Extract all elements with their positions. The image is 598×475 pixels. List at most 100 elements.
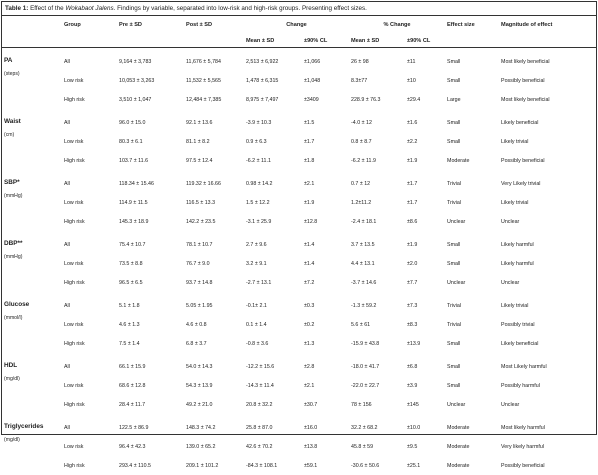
change-cl-cell: ±1.4 (302, 254, 349, 273)
variable-name-cell: Waist(cm) (2, 113, 62, 151)
group-cell: Low risk (62, 437, 117, 456)
change-cl-cell: ±16.0 (302, 418, 349, 437)
group-cell: All (62, 52, 117, 71)
post-cell: 81.1 ± 8.2 (184, 132, 244, 151)
group-cell: Low risk (62, 71, 117, 90)
variable-name-cell: PA(steps) (2, 52, 62, 90)
header-change: Change (244, 16, 349, 34)
post-cell: 119.32 ± 16.66 (184, 174, 244, 193)
magnitude-cell: Likely harmful (499, 235, 596, 254)
change-mean-cell: -2.7 ± 13.1 (244, 273, 302, 292)
change-cl-cell: ±1.9 (302, 193, 349, 212)
change-mean-cell: 1,478 ± 6,315 (244, 71, 302, 90)
change-cl-cell: ±1.3 (302, 334, 349, 353)
variable-name-cell: DBP** (mmHg) (2, 235, 62, 273)
pre-cell: 96.0 ± 15.0 (117, 113, 184, 132)
group-cell: High risk (62, 212, 117, 231)
header-pct-cl: ±90% CL (405, 34, 445, 48)
variable-unit: (mmol/l) (4, 315, 60, 321)
group-cell: High risk (62, 90, 117, 109)
variable-name: Triglycerides (4, 423, 43, 430)
group-cell: Low risk (62, 376, 117, 395)
variable-unit: (mmHg) (4, 254, 60, 260)
change-mean-cell: 0.98 ± 14.2 (244, 174, 302, 193)
change-cl-cell: ±1.5 (302, 113, 349, 132)
change-cl-cell: ±2.1 (302, 174, 349, 193)
pct-change-cl-cell: ±9.5 (405, 437, 445, 456)
post-cell: 116.5 ± 13.3 (184, 193, 244, 212)
pre-cell: 28.4 ± 11.7 (117, 395, 184, 414)
pre-cell: 75.4 ± 10.7 (117, 235, 184, 254)
header-post: Post ± SD (184, 16, 244, 34)
pct-change-mean-cell: -30.6 ± 50.6 (349, 456, 405, 475)
effect-size-cell: Small (445, 71, 499, 90)
magnitude-cell: Possibly trivial (499, 315, 596, 334)
pre-cell: 103.7 ± 11.6 (117, 151, 184, 170)
pct-change-mean-cell: 5.6 ± 61 (349, 315, 405, 334)
group-cell: Low risk (62, 254, 117, 273)
post-cell: 92.1 ± 13.6 (184, 113, 244, 132)
change-mean-cell: -84.3 ± 108.1 (244, 456, 302, 475)
effect-size-cell: Small (445, 132, 499, 151)
variable-empty-cell (2, 212, 62, 231)
pct-change-cl-cell: ±145 (405, 395, 445, 414)
pct-change-cl-cell: ±3.9 (405, 376, 445, 395)
pct-change-mean-cell: 45.8 ± 59 (349, 437, 405, 456)
magnitude-cell: Likely trivial (499, 296, 596, 315)
pct-change-mean-cell: 4.4 ± 13.1 (349, 254, 405, 273)
change-cl-cell: ±1,048 (302, 71, 349, 90)
pct-change-cl-cell: ±1.6 (405, 113, 445, 132)
change-cl-cell: ±3409 (302, 90, 349, 109)
pct-change-cl-cell: ±10 (405, 71, 445, 90)
pre-cell: 73.5 ± 8.8 (117, 254, 184, 273)
pre-cell: 118.34 ± 15.46 (117, 174, 184, 193)
effects-table: Group Pre ± SD Post ± SD Change % Change… (2, 16, 596, 475)
variable-unit: (mmHg) (4, 193, 60, 199)
effect-size-cell: Moderate (445, 437, 499, 456)
pct-change-mean-cell: 78 ± 156 (349, 395, 405, 414)
header-magnitude: Magnitude of effect (499, 16, 596, 34)
pct-change-cl-cell: ±11 (405, 52, 445, 71)
change-mean-cell: 42.6 ± 70.2 (244, 437, 302, 456)
post-cell: 78.1 ± 10.7 (184, 235, 244, 254)
pre-cell: 5.1 ± 1.8 (117, 296, 184, 315)
change-mean-cell: -6.2 ± 11.1 (244, 151, 302, 170)
header-pct-change: % Change (349, 16, 445, 34)
post-cell: 97.5 ± 12.4 (184, 151, 244, 170)
pct-change-mean-cell: 0.8 ± 8.7 (349, 132, 405, 151)
post-cell: 142.2 ± 23.5 (184, 212, 244, 231)
variable-empty-cell (2, 456, 62, 475)
effect-size-cell: Large (445, 90, 499, 109)
change-mean-cell: -3.1 ± 25.9 (244, 212, 302, 231)
pct-change-cl-cell: ±7.3 (405, 296, 445, 315)
variable-unit: (mg/dl) (4, 376, 60, 382)
change-mean-cell: 8,975 ± 7,497 (244, 90, 302, 109)
pct-change-cl-cell: ±13.9 (405, 334, 445, 353)
pre-cell: 96.4 ± 42.3 (117, 437, 184, 456)
change-cl-cell: ±1.8 (302, 151, 349, 170)
post-cell: 148.3 ± 74.2 (184, 418, 244, 437)
variable-unit: (steps) (4, 71, 60, 77)
pre-cell: 4.6 ± 1.3 (117, 315, 184, 334)
pct-change-cl-cell: ±2.2 (405, 132, 445, 151)
magnitude-cell: Unclear (499, 212, 596, 231)
magnitude-cell: Likely beneficial (499, 334, 596, 353)
change-cl-cell: ±1.4 (302, 235, 349, 254)
effect-size-cell: Small (445, 52, 499, 71)
effect-size-cell: Trivial (445, 296, 499, 315)
pct-change-cl-cell: ±8.3 (405, 315, 445, 334)
group-cell: All (62, 296, 117, 315)
variable-name: DBP** (4, 240, 22, 247)
change-cl-cell: ±0.2 (302, 315, 349, 334)
post-cell: 49.2 ± 21.0 (184, 395, 244, 414)
header-row-1: Group Pre ± SD Post ± SD Change % Change… (2, 16, 596, 34)
effect-size-cell: Small (445, 376, 499, 395)
effect-size-cell: Small (445, 235, 499, 254)
